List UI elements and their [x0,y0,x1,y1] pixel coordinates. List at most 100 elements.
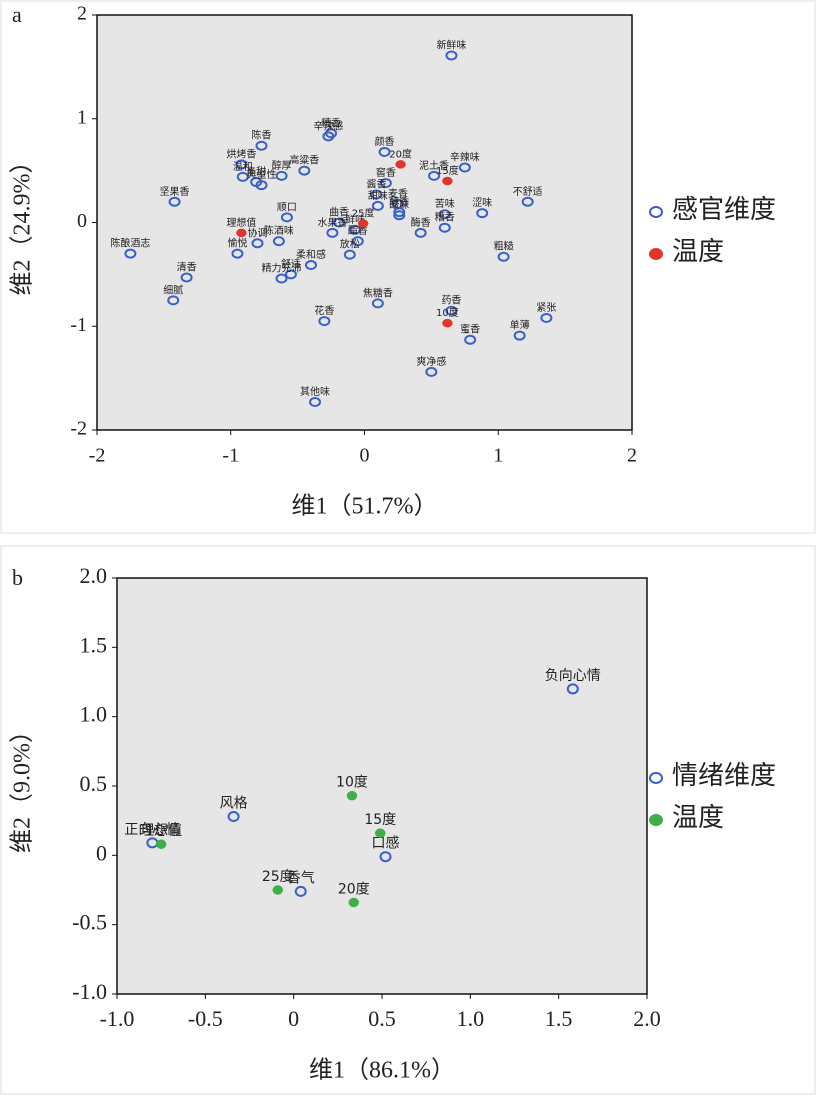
x-axis-label: 维1（86.1%） [309,1057,455,1084]
point-label: 颜香 [375,135,395,148]
x-tick-label: 0.5 [368,1006,396,1031]
y-tick-label: 2.0 [80,563,108,588]
point-label: 放松 [340,238,360,251]
data-point [379,851,392,863]
point-label: 花香 [314,304,334,317]
x-tick-label: 1 [493,445,503,467]
point-label: 20度 [389,147,412,160]
data-point [371,298,384,309]
point-label: 其他味 [300,385,330,398]
point-label: 辛辣味 [450,151,480,164]
y-axis-label: 维2（9.0%） [9,719,36,853]
point-label: 陈酿酒志 [110,237,150,250]
x-tick-label: 1.0 [457,1006,485,1031]
data-point [458,162,471,173]
point-label: 不舒适 [513,185,543,198]
x-tick-label: -2 [89,445,106,467]
data-point [294,885,307,897]
data-point [374,828,386,838]
point-label: 紧张 [536,302,556,314]
data-point [414,227,427,238]
y-tick-label: -1 [70,314,87,336]
data-point [298,165,311,176]
data-point [235,159,248,170]
point-label: 理想值 [226,216,256,229]
point-label: 蜜香 [460,323,480,336]
data-point [251,238,264,249]
point-label: 正向心情 [124,822,180,838]
data-point [326,227,339,238]
x-tick-label: 1.5 [545,1006,573,1031]
data-point [442,318,453,328]
legend-marker [649,206,663,218]
point-label: 焦糖香 [363,286,393,299]
data-point [168,196,181,207]
data-point [425,366,438,377]
data-point [322,131,335,142]
data-point [521,196,534,207]
y-tick-label: 1.0 [80,702,108,727]
data-point [438,222,451,233]
point-label: 甜味 [368,189,388,202]
point-label: 典型性 [247,168,277,181]
data-point [445,50,458,61]
point-label: 10度 [436,306,459,319]
x-tick-label: 2.0 [633,1006,661,1031]
data-point [275,170,288,181]
data-point [305,260,317,271]
legend-label: 温度 [672,803,724,832]
point-label: 口感 [372,835,400,852]
data-point [348,897,359,908]
point-label: 曲香 [329,207,349,219]
point-label: 麦香 [388,188,408,200]
point-label: 高粱香 [289,154,319,167]
point-label: 辛甜 [246,165,266,178]
data-point [255,180,268,191]
point-label: 协调 [248,226,268,239]
y-tick-label: 0 [96,840,107,865]
data-point [167,295,180,306]
point-label: 清香 [177,260,197,273]
point-label: 糟香 [435,211,455,224]
point-label: 15度 [436,164,459,177]
point-label: 柔和感 [296,248,326,261]
point-label: 愉悦 [227,237,247,250]
x-tick-label: 2 [627,445,637,467]
data-point [255,140,268,151]
legend-label: 情绪维度 [672,761,776,790]
x-axis-label: 维1（51.7%） [292,493,438,520]
panel-label: b [12,565,23,590]
point-label: 陈酒味 [264,224,294,237]
point-label: 醇香 [389,195,409,208]
point-label: 精力充沛 [262,262,302,275]
plot-area [116,577,648,995]
data-point [309,396,322,407]
legend-label: 感官维度 [672,195,776,224]
point-label: 新鲜味 [436,38,466,51]
y-tick-label: -2 [70,418,87,440]
point-label: 醇厚 [272,159,292,172]
x-tick-label: 0 [288,1006,299,1031]
panel-label: a [12,2,22,27]
data-point [284,269,297,280]
data-point [124,248,137,259]
point-label: 25度 [352,207,375,220]
data-point [393,207,406,218]
data-point [346,790,358,801]
x-tick-label: -1 [222,445,239,467]
data-point [351,236,364,247]
data-point [280,212,293,223]
point-label: 烘烤香 [226,147,256,160]
data-point [231,248,244,259]
y-axis-label: 维2（24.9%） [9,150,36,296]
point-label: 药香 [441,295,461,307]
data-point [540,312,553,323]
x-tick-label: -1.0 [100,1006,135,1031]
point-label: 粗糙 [494,240,514,253]
point-label: 糟香 [321,116,341,129]
point-label: 涩味 [472,197,492,209]
data-point [272,885,284,895]
point-label: 苦味 [435,197,455,210]
y-tick-label: 1.5 [80,632,108,657]
data-point [180,272,193,283]
